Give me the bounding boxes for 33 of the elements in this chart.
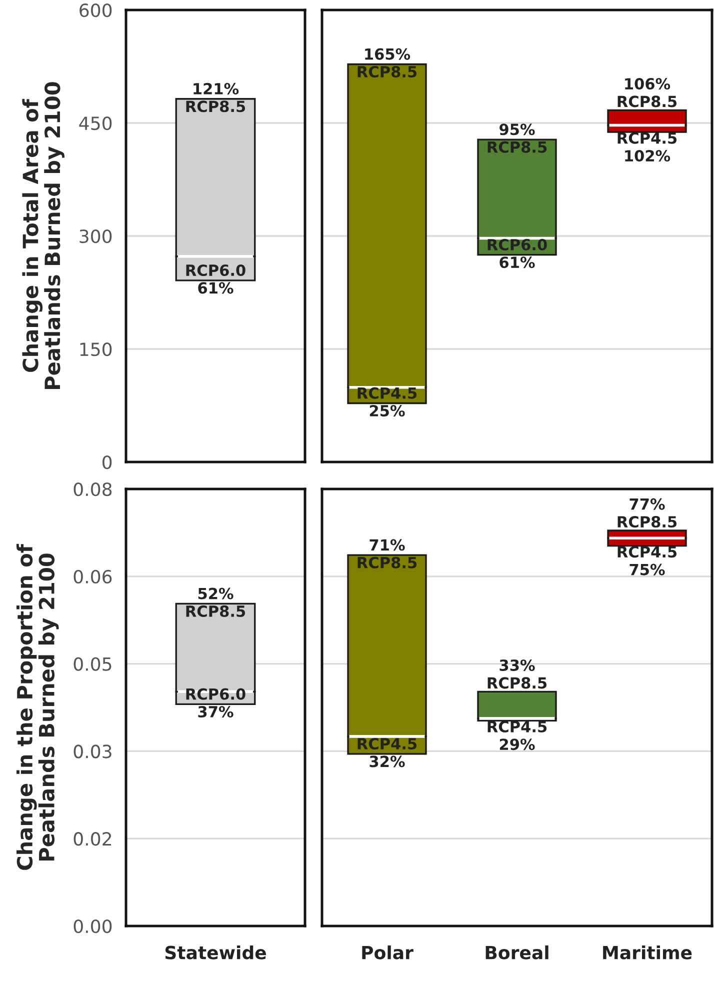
- annotation: 71% RCP8.5: [358, 539, 417, 568]
- y-tick-label: 0.06: [74, 570, 112, 584]
- annotation: 121% RCP8.5: [186, 82, 246, 112]
- y-tick-label: 0.08: [74, 482, 112, 496]
- annotation: 77% RCP8.5: [618, 498, 677, 528]
- annotation: RCP6.0 61%: [186, 264, 246, 294]
- annotation: 33% RCP8.5: [488, 659, 547, 689]
- annotation: RCP4.5 32%: [358, 738, 417, 768]
- x-tick-label: Boreal: [486, 945, 548, 960]
- y-tick-label: 0.00: [74, 919, 112, 934]
- annotation: 95% RCP8.5: [488, 124, 547, 153]
- annotation: RCP4.5 102%: [618, 132, 677, 162]
- y-tick-label: 150: [80, 342, 112, 356]
- annotation: 106% RCP8.5: [618, 78, 677, 108]
- annotation: RCP4.5 75%: [618, 546, 677, 576]
- x-tick-label: Maritime: [603, 945, 692, 960]
- y-axis-title: Change in Total Area of Peatlands Burned by 2100: [22, 82, 64, 390]
- y-tick-label: 300: [80, 229, 112, 244]
- annotation: 165% RCP8.5: [358, 48, 417, 78]
- annotation: RCP4.5 29%: [488, 720, 547, 750]
- annotation: RCP6.0 61%: [488, 238, 547, 268]
- annotation: 52% RCP8.5: [186, 588, 246, 617]
- y-tick-label: 0: [102, 455, 112, 470]
- y-tick-label: 0.02: [74, 832, 111, 846]
- y-tick-label: 0.03: [74, 744, 112, 758]
- y-tick-label: 600: [80, 3, 112, 18]
- annotation: RCP4.5 25%: [358, 387, 417, 417]
- y-tick-label: 450: [79, 116, 112, 130]
- y-axis-title: Change in the Proportion of Peatlands Burned by 2100: [16, 544, 59, 870]
- x-tick-label: Polar: [362, 945, 414, 960]
- x-tick-label: Statewide: [165, 945, 266, 960]
- y-tick-label: 0.05: [74, 657, 112, 671]
- annotation: RCP6.0 37%: [186, 688, 246, 718]
